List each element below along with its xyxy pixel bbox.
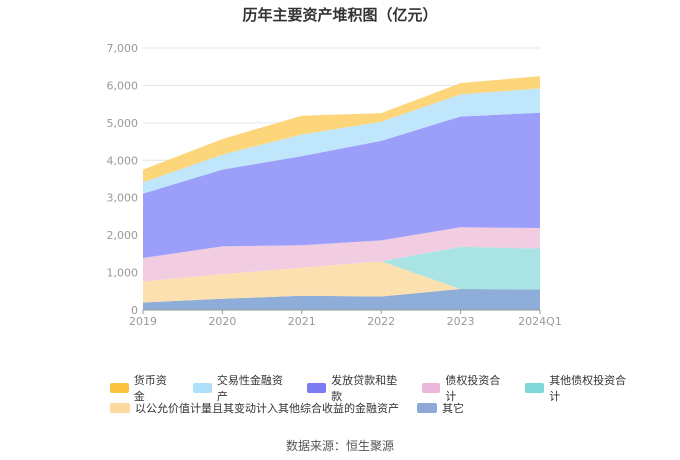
- y-tick-label: 2,000: [107, 229, 139, 242]
- x-tick-label: 2023: [447, 315, 475, 328]
- y-tick-label: 6,000: [107, 79, 139, 92]
- area-series: [143, 246, 540, 290]
- legend-item[interactable]: 以公允价值计量且其变动计入其他综合收益的金融资产: [110, 400, 399, 416]
- legend-label: 交易性金融资产: [216, 374, 283, 403]
- legend-item[interactable]: 债权投资合计: [421, 372, 508, 404]
- legend-label: 债权投资合计: [445, 374, 501, 403]
- y-tick-label: 4,000: [107, 154, 139, 167]
- area-series: [143, 76, 540, 183]
- legend-item[interactable]: 其他债权投资合计: [525, 372, 632, 404]
- legend-swatch: [417, 403, 437, 413]
- legend-item[interactable]: 货币资金: [110, 372, 175, 404]
- legend-swatch: [110, 383, 129, 393]
- y-tick-label: 0: [131, 304, 138, 317]
- y-tick-label: 7,000: [107, 42, 139, 55]
- legend-swatch: [110, 403, 130, 413]
- data-source-note: 数据来源：恒生聚源: [285, 439, 394, 453]
- y-tick-label: 5,000: [107, 117, 139, 130]
- legend-row-1: 货币资金 交易性金融资产 发放贷款和垫款 债权投资合计 其他债权投资合计: [110, 374, 650, 403]
- legend-label: 其它: [442, 402, 464, 415]
- x-tick-label: 2020: [208, 315, 236, 328]
- area-series: [143, 227, 540, 282]
- area-series: [143, 261, 540, 303]
- x-tick-label: 2024Q1: [518, 315, 562, 328]
- legend-swatch: [307, 383, 327, 393]
- legend-label: 其他债权投资合计: [549, 374, 627, 403]
- x-tick-label: 2022: [367, 315, 395, 328]
- legend-item[interactable]: 交易性金融资产: [193, 372, 289, 404]
- chart-legend: 货币资金 交易性金融资产 发放贷款和垫款 债权投资合计 其他债权投资合计: [110, 374, 650, 418]
- area-series: [143, 289, 540, 310]
- x-tick-label: 2019: [129, 315, 157, 328]
- legend-swatch: [193, 383, 212, 393]
- legend-label: 以公允价值计量且其变动计入其他综合收益的金融资产: [135, 402, 399, 415]
- area-series: [143, 88, 540, 194]
- legend-item[interactable]: 其它: [417, 400, 464, 416]
- area-series: [143, 112, 540, 258]
- legend-swatch: [525, 383, 545, 393]
- chart-title: 历年主要资产堆积图（亿元）: [242, 6, 438, 24]
- legend-swatch: [421, 383, 441, 393]
- y-tick-label: 3,000: [107, 192, 139, 205]
- x-tick-label: 2021: [288, 315, 316, 328]
- legend-label: 发放贷款和垫款: [331, 374, 398, 403]
- legend-row-2: 以公允价值计量且其变动计入其他综合收益的金融资产 其它: [110, 398, 650, 418]
- legend-item[interactable]: 发放贷款和垫款: [307, 372, 403, 404]
- y-tick-label: 1,000: [107, 267, 139, 280]
- legend-label: 货币资金: [133, 374, 167, 403]
